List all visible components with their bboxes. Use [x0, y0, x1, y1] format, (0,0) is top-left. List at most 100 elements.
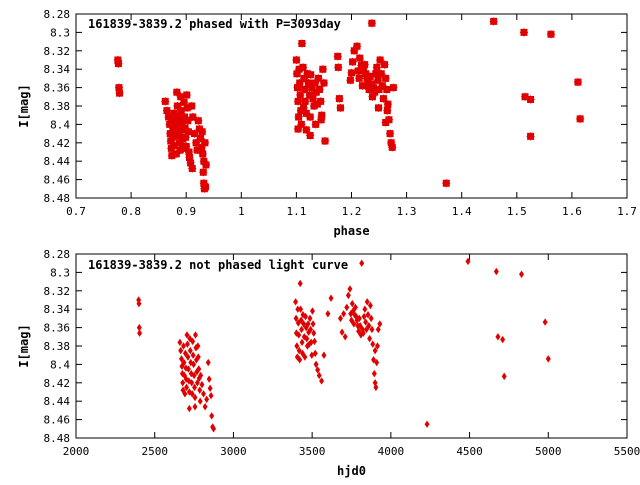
x-tick-label: 1.1	[286, 205, 306, 218]
data-point	[374, 103, 383, 112]
data-point	[355, 54, 364, 63]
data-point	[184, 148, 193, 156]
data-point	[303, 312, 309, 321]
data-point	[161, 97, 170, 106]
y-tick-label: 8.32	[44, 285, 71, 298]
data-point	[297, 39, 306, 48]
y-tick-label: 8.32	[44, 45, 71, 58]
y-tick-label: 8.38	[44, 340, 71, 353]
data-point	[162, 106, 171, 115]
data-point	[295, 319, 301, 327]
data-point	[519, 270, 525, 278]
data-point	[188, 164, 197, 173]
data-point	[357, 322, 363, 330]
data-point	[424, 420, 430, 428]
data-point	[294, 342, 300, 350]
data-point	[325, 310, 331, 318]
y-tick-label: 8.42	[44, 377, 71, 390]
data-point	[294, 97, 303, 106]
x-tick-label: 0.8	[121, 205, 141, 218]
data-point	[372, 346, 378, 355]
data-point	[347, 68, 356, 77]
data-point	[336, 103, 345, 112]
data-point	[192, 402, 198, 411]
data-point	[179, 369, 185, 378]
chart-title: 161839-3839.2 not phased light curve	[88, 258, 348, 272]
data-point	[346, 76, 355, 85]
data-point	[193, 331, 198, 339]
data-point	[309, 351, 315, 359]
data-point	[301, 97, 310, 106]
x-tick-label: 4000	[378, 445, 405, 458]
data-point	[319, 79, 328, 87]
y-tick-label: 8.3	[50, 26, 70, 39]
data-point	[195, 353, 201, 361]
data-point	[182, 90, 191, 99]
data-point	[296, 346, 302, 355]
data-point	[362, 305, 368, 313]
data-point	[204, 395, 210, 404]
data-point	[192, 393, 198, 402]
data-point	[306, 113, 315, 122]
data-point	[207, 384, 213, 393]
data-point	[365, 310, 371, 319]
data-point	[199, 380, 205, 389]
data-point	[442, 179, 451, 188]
y-tick-label: 8.38	[44, 100, 71, 113]
data-point	[197, 397, 203, 405]
data-point	[367, 334, 373, 343]
data-point	[368, 314, 374, 323]
data-point	[292, 56, 301, 64]
data-point	[294, 353, 300, 361]
data-point	[367, 301, 373, 310]
data-point	[363, 318, 369, 326]
data-point	[311, 329, 317, 337]
x-tick-label: 1	[238, 205, 245, 218]
x-tick-label: 1.5	[507, 205, 527, 218]
data-point	[178, 346, 184, 355]
data-point	[316, 97, 325, 106]
x-tick-label: 2000	[63, 445, 90, 458]
data-point	[305, 320, 311, 328]
data-point	[382, 85, 391, 94]
x-tick-label: 0.9	[176, 205, 196, 218]
data-point	[196, 365, 202, 373]
data-point	[292, 69, 301, 78]
data-point	[317, 115, 326, 124]
y-tick-label: 8.28	[44, 248, 71, 261]
data-point	[299, 325, 305, 334]
data-point	[297, 279, 303, 288]
y-tick-label: 8.3	[50, 266, 70, 279]
data-point	[383, 100, 392, 109]
data-point	[341, 310, 347, 318]
data-point	[187, 346, 193, 355]
data-point	[179, 362, 185, 370]
data-point	[318, 65, 327, 74]
data-point	[192, 383, 198, 392]
data-point	[359, 259, 365, 267]
data-point	[380, 60, 389, 69]
data-point	[358, 81, 367, 90]
data-point	[328, 294, 334, 302]
data-point	[379, 94, 388, 103]
data-point	[545, 355, 551, 363]
data-point	[293, 314, 299, 323]
data-point	[500, 335, 506, 344]
data-point	[306, 131, 315, 140]
data-point	[363, 325, 369, 334]
data-point	[188, 113, 197, 122]
data-point	[364, 298, 370, 306]
data-point	[369, 325, 375, 334]
y-tick-label: 8.48	[44, 432, 71, 445]
data-point	[371, 369, 377, 378]
data-point	[184, 340, 190, 348]
data-point	[339, 328, 345, 336]
y-tick-label: 8.34	[44, 63, 71, 76]
data-point	[313, 360, 319, 369]
data-point	[208, 391, 214, 400]
data-point	[319, 377, 325, 385]
data-point	[198, 127, 207, 136]
data-point	[373, 383, 379, 392]
y-tick-label: 8.4	[50, 118, 70, 131]
